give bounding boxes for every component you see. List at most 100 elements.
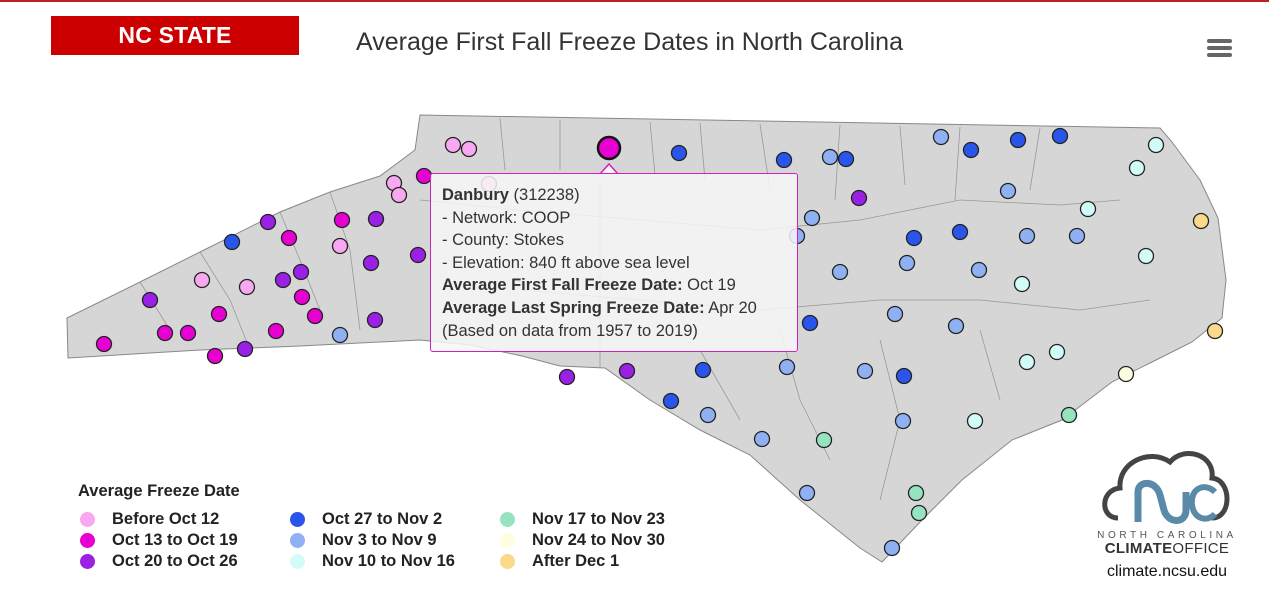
- station-marker[interactable]: [193, 271, 211, 289]
- legend-swatch: [290, 512, 305, 527]
- station-marker[interactable]: [280, 229, 298, 247]
- station-marker[interactable]: [1137, 247, 1155, 265]
- station-marker[interactable]: [831, 263, 849, 281]
- legend: Average Freeze Date Before Oct 12 Oct 13 …: [78, 482, 665, 570]
- station-marker[interactable]: [801, 314, 819, 332]
- station-marker[interactable]: [970, 261, 988, 279]
- station-marker[interactable]: [292, 263, 310, 281]
- station-marker[interactable]: [1192, 212, 1210, 230]
- selected-station-marker[interactable]: [596, 135, 622, 161]
- legend-label: Nov 3 to Nov 9: [322, 531, 437, 549]
- legend-label: Oct 20 to Oct 26: [112, 552, 238, 570]
- station-marker[interactable]: [837, 150, 855, 168]
- tooltip-header: Danbury (312238): [442, 184, 787, 207]
- station-marker[interactable]: [778, 358, 796, 376]
- climate-office-logo: [1102, 450, 1230, 524]
- station-marker[interactable]: [1147, 136, 1165, 154]
- org-url[interactable]: climate.ncsu.edu: [1106, 563, 1228, 580]
- station-marker[interactable]: [905, 229, 923, 247]
- station-marker[interactable]: [141, 291, 159, 309]
- menu-button[interactable]: [1207, 39, 1232, 57]
- legend-swatch: [290, 554, 305, 569]
- station-marker[interactable]: [333, 211, 351, 229]
- climate-office[interactable]: NORTH CAROLINA CLIMATEOFFICE climate.ncs…: [1092, 530, 1242, 581]
- station-marker[interactable]: [238, 278, 256, 296]
- station-marker[interactable]: [1068, 227, 1086, 245]
- station-marker[interactable]: [699, 406, 717, 424]
- station-marker[interactable]: [753, 430, 771, 448]
- station-marker[interactable]: [306, 307, 324, 325]
- station-marker[interactable]: [1018, 353, 1036, 371]
- org-light: OFFICE: [1172, 540, 1230, 557]
- station-marker[interactable]: [1128, 159, 1146, 177]
- station-marker[interactable]: [1060, 406, 1078, 424]
- station-marker[interactable]: [274, 271, 292, 289]
- station-marker[interactable]: [1051, 127, 1069, 145]
- station-marker[interactable]: [259, 213, 277, 231]
- legend-label: Oct 27 to Nov 2: [322, 510, 443, 528]
- logo-cloud: [1102, 450, 1230, 521]
- logo-bold: NC STATE: [118, 22, 232, 48]
- station-marker[interactable]: [1048, 343, 1066, 361]
- station-marker[interactable]: [999, 182, 1017, 200]
- legend-swatch: [290, 533, 305, 548]
- station-marker[interactable]: [898, 254, 916, 272]
- station-marker[interactable]: [1117, 365, 1135, 383]
- station-marker[interactable]: [947, 317, 965, 335]
- station-marker[interactable]: [1018, 227, 1036, 245]
- station-marker[interactable]: [775, 151, 793, 169]
- university-logo[interactable]: NC STATE UNIVERSITY: [51, 16, 299, 87]
- station-marker[interactable]: [883, 539, 901, 557]
- station-marker[interactable]: [331, 326, 349, 344]
- station-tooltip: Danbury (312238) - Network: COOP - Count…: [430, 173, 798, 352]
- station-marker[interactable]: [390, 186, 408, 204]
- station-marker[interactable]: [951, 223, 969, 241]
- station-marker[interactable]: [907, 484, 925, 502]
- station-marker[interactable]: [895, 367, 913, 385]
- station-marker[interactable]: [856, 362, 874, 380]
- station-marker[interactable]: [1013, 275, 1031, 293]
- station-marker[interactable]: [95, 335, 113, 353]
- station-marker[interactable]: [179, 324, 197, 342]
- station-marker[interactable]: [932, 128, 950, 146]
- station-marker[interactable]: [1009, 131, 1027, 149]
- station-marker[interactable]: [206, 347, 224, 365]
- station-marker[interactable]: [662, 392, 680, 410]
- station-marker[interactable]: [293, 288, 311, 306]
- legend-swatch: [500, 533, 515, 548]
- station-marker[interactable]: [331, 237, 349, 255]
- station-marker[interactable]: [362, 254, 380, 272]
- station-marker[interactable]: [223, 233, 241, 251]
- station-marker[interactable]: [367, 210, 385, 228]
- station-marker[interactable]: [694, 361, 712, 379]
- station-marker[interactable]: [267, 322, 285, 340]
- legend-swatch: [500, 512, 515, 527]
- station-marker[interactable]: [803, 209, 821, 227]
- station-marker[interactable]: [815, 431, 833, 449]
- station-marker[interactable]: [236, 340, 254, 358]
- station-marker[interactable]: [910, 504, 928, 522]
- station-marker[interactable]: [962, 141, 980, 159]
- fact-value: Apr 20: [708, 298, 757, 317]
- station-marker[interactable]: [366, 311, 384, 329]
- station-marker[interactable]: [850, 189, 868, 207]
- station-marker[interactable]: [558, 368, 576, 386]
- station-marker[interactable]: [821, 148, 839, 166]
- station-marker[interactable]: [966, 412, 984, 430]
- station-marker[interactable]: [1079, 200, 1097, 218]
- station-marker[interactable]: [156, 324, 174, 342]
- legend-label: After Dec 1: [532, 552, 620, 570]
- station-marker[interactable]: [1206, 322, 1224, 340]
- map-title: Average First Fall Freeze Dates in North…: [356, 28, 903, 56]
- station-marker[interactable]: [798, 484, 816, 502]
- station-marker[interactable]: [894, 412, 912, 430]
- station-marker[interactable]: [409, 246, 427, 264]
- station-marker[interactable]: [460, 140, 478, 158]
- station-marker[interactable]: [618, 362, 636, 380]
- station-marker[interactable]: [670, 144, 688, 162]
- legend-swatch: [500, 554, 515, 569]
- station-marker[interactable]: [444, 136, 462, 154]
- station-marker[interactable]: [886, 305, 904, 323]
- station-marker[interactable]: [210, 305, 228, 323]
